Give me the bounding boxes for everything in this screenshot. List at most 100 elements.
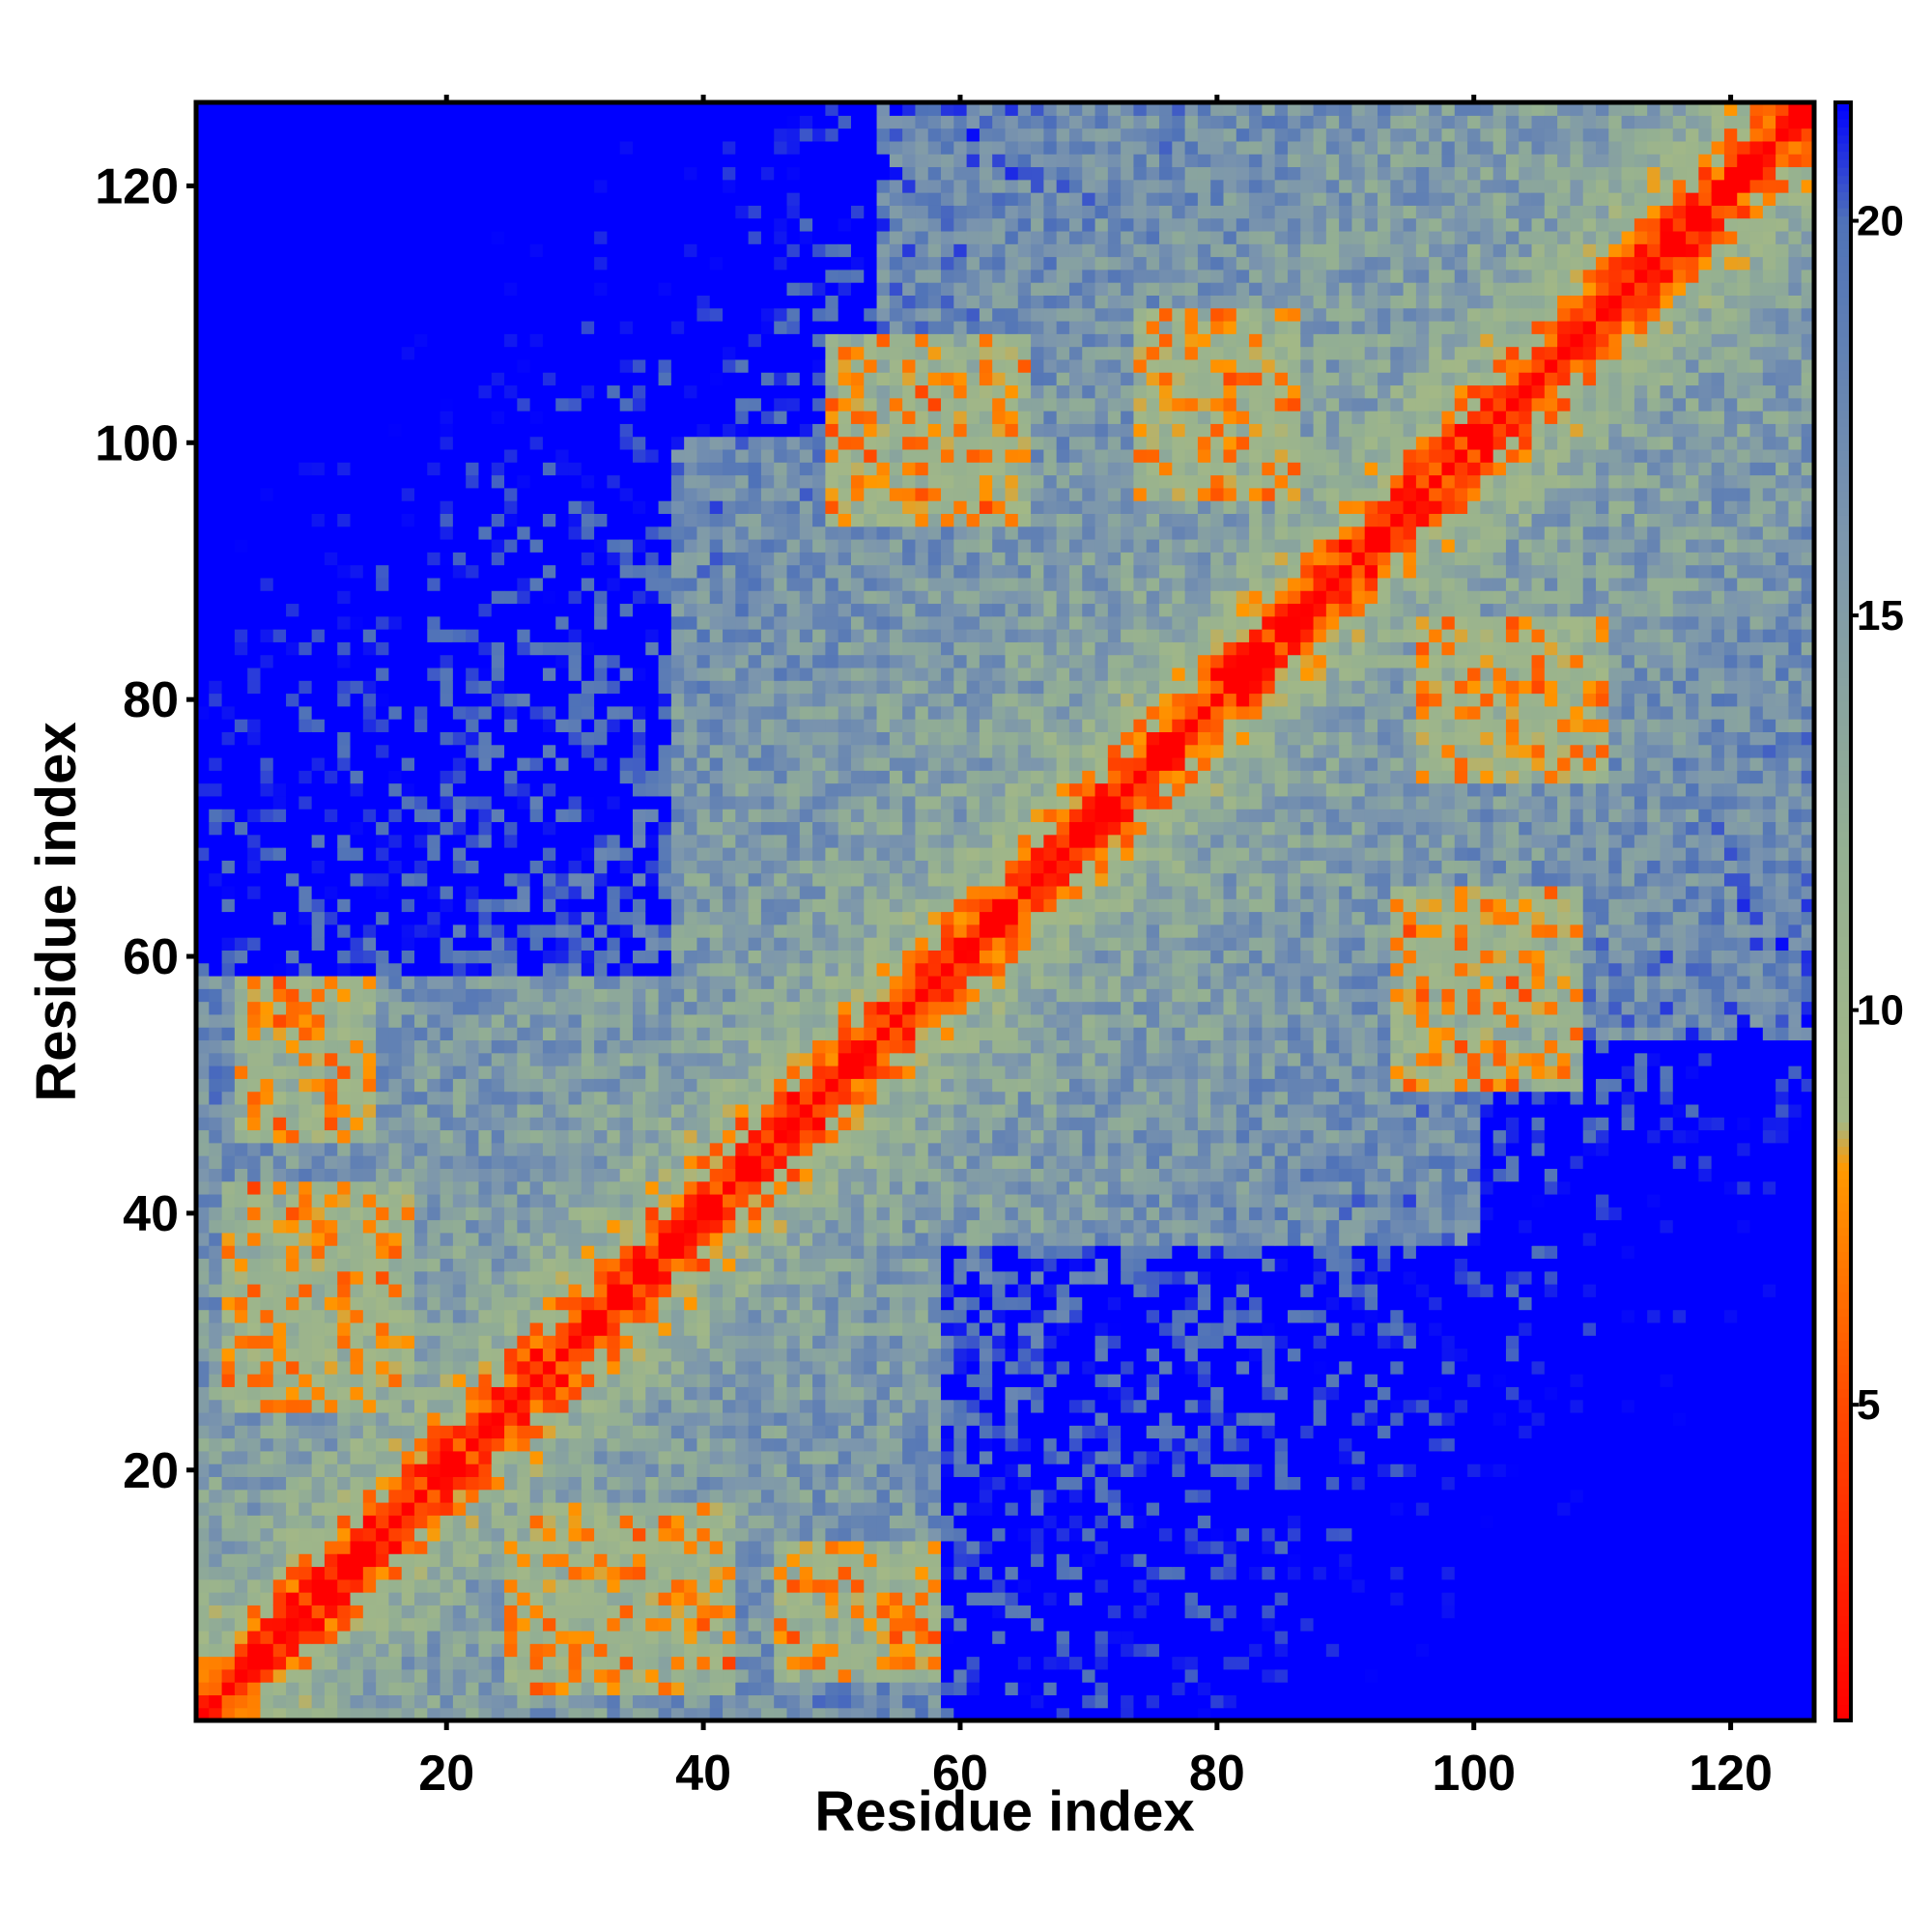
heatmap-cell — [555, 1489, 570, 1503]
heatmap-cell — [1672, 1540, 1687, 1554]
heatmap-cell — [311, 1296, 326, 1311]
heatmap-cell — [209, 1013, 223, 1028]
heatmap-cell — [1210, 1592, 1225, 1605]
heatmap-cell — [555, 1515, 570, 1529]
heatmap-cell — [247, 1219, 262, 1234]
heatmap-cell — [1313, 1527, 1327, 1542]
heatmap-cell — [491, 1489, 505, 1503]
heatmap-cell — [1531, 1592, 1546, 1605]
heatmap-cell — [1043, 1476, 1058, 1491]
heatmap-cell — [568, 1437, 582, 1452]
heatmap-cell — [812, 1656, 826, 1670]
heatmap-cell — [298, 346, 313, 360]
heatmap-cell — [1249, 1630, 1263, 1644]
heatmap-cell — [1339, 1437, 1353, 1452]
heatmap-cell — [286, 1668, 299, 1683]
heatmap-cell — [427, 1270, 441, 1285]
heatmap-cell — [504, 1617, 518, 1632]
heatmap-cell — [286, 1078, 299, 1093]
heatmap-cell — [1056, 1540, 1070, 1554]
heatmap-cell — [1454, 1630, 1468, 1644]
heatmap-cell — [311, 346, 326, 360]
heatmap-cell — [1031, 1476, 1044, 1491]
heatmap-cell — [1582, 1450, 1597, 1464]
heatmap-cell — [632, 1527, 646, 1542]
heatmap-cell — [221, 1245, 236, 1260]
heatmap-cell — [362, 217, 377, 232]
heatmap-cell — [401, 667, 415, 681]
heatmap-cell — [234, 1502, 248, 1516]
heatmap-cell — [286, 1386, 299, 1401]
heatmap-cell — [1017, 1527, 1032, 1542]
heatmap-cell — [1249, 1668, 1263, 1683]
heatmap-cell — [1749, 1630, 1764, 1644]
heatmap-cell — [466, 1566, 480, 1580]
heatmap-cell — [337, 1553, 352, 1568]
heatmap-cell — [902, 1527, 917, 1542]
heatmap-cell — [1133, 1630, 1148, 1644]
heatmap-cell — [401, 1091, 415, 1105]
heatmap-cell — [632, 1694, 646, 1709]
heatmap-cell — [1647, 1668, 1662, 1683]
heatmap-cell — [337, 1219, 352, 1234]
heatmap-cell — [413, 1553, 428, 1568]
heatmap-cell — [427, 1103, 441, 1118]
heatmap-cell — [272, 1553, 287, 1568]
heatmap-cell — [1210, 1450, 1225, 1464]
heatmap-cell — [324, 1180, 338, 1195]
heatmap-cell — [1672, 1656, 1687, 1670]
heatmap-cell — [401, 975, 415, 989]
heatmap-cell — [311, 1643, 326, 1658]
heatmap-cell — [889, 1605, 903, 1619]
heatmap-cell — [350, 564, 364, 579]
heatmap-cell — [619, 1502, 634, 1516]
heatmap-cell — [1094, 1502, 1109, 1516]
heatmap-cell — [517, 1630, 531, 1644]
heatmap-cell — [1415, 1605, 1430, 1619]
heatmap-cell — [324, 411, 338, 424]
heatmap-cell — [1364, 1515, 1378, 1529]
heatmap-cell — [362, 1245, 377, 1260]
heatmap-cell — [209, 654, 223, 668]
heatmap-cell — [376, 358, 389, 373]
heatmap-cell — [413, 641, 428, 656]
heatmap-cell — [388, 166, 403, 181]
heatmap-cell — [812, 1437, 826, 1452]
heatmap-cell — [324, 1335, 338, 1350]
heatmap-cell — [927, 1502, 942, 1516]
heatmap-cell — [1121, 1694, 1135, 1709]
heatmap-cell — [286, 333, 299, 348]
heatmap-cell — [1378, 1553, 1391, 1568]
heatmap-cell — [401, 962, 415, 977]
heatmap-cell — [466, 1078, 480, 1093]
heatmap-cell — [272, 564, 287, 579]
heatmap-cell — [466, 756, 480, 771]
heatmap-cell — [760, 1502, 775, 1516]
heatmap-cell — [247, 205, 262, 219]
heatmap-cell — [452, 1103, 467, 1118]
heatmap-cell — [1107, 1643, 1122, 1658]
heatmap-cell — [1762, 1566, 1776, 1580]
heatmap-cell — [337, 1052, 352, 1066]
heatmap-cell — [1236, 1668, 1250, 1683]
heatmap-cell — [413, 397, 428, 412]
heatmap-cell — [1621, 1463, 1635, 1478]
heatmap-cell — [1596, 1707, 1609, 1721]
heatmap-cell — [376, 115, 389, 129]
heatmap-cell — [1570, 1605, 1584, 1619]
heatmap-cell — [413, 950, 428, 964]
heatmap-cell — [298, 1309, 313, 1323]
heatmap-cell — [413, 719, 428, 732]
heatmap-cell — [607, 1578, 621, 1593]
heatmap-cell — [260, 358, 274, 373]
heatmap-cell — [670, 1553, 685, 1568]
heatmap-cell — [1672, 1489, 1687, 1503]
heatmap-cell — [401, 923, 415, 938]
heatmap-cell — [413, 821, 428, 836]
heatmap-cell — [542, 1489, 556, 1503]
heatmap-cell — [1056, 1605, 1070, 1619]
heatmap-cell — [1249, 1489, 1263, 1503]
heatmap-cell — [388, 230, 403, 244]
heatmap-cell — [607, 1540, 621, 1554]
heatmap-cell — [298, 436, 313, 450]
